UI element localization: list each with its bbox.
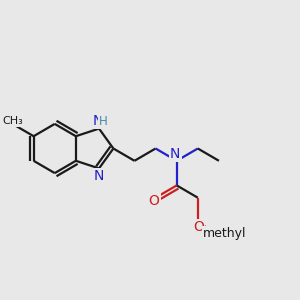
Text: O: O	[149, 194, 160, 208]
Text: methyl: methyl	[202, 226, 246, 240]
Text: N: N	[92, 114, 103, 128]
Text: N: N	[94, 169, 104, 183]
Text: N: N	[170, 147, 180, 161]
Text: O: O	[193, 220, 204, 234]
Text: CH₃: CH₃	[2, 116, 23, 127]
Text: H: H	[99, 116, 108, 128]
